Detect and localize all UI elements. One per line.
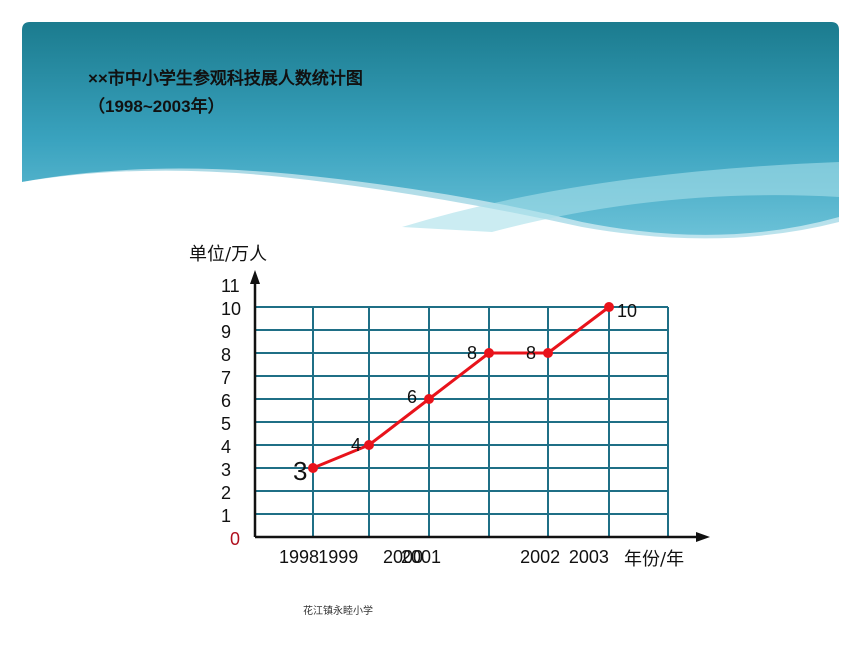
y-tick-label: 7 xyxy=(221,368,231,388)
y-axis-arrow-icon xyxy=(250,270,260,284)
chart-subtitle: （1998~2003年） xyxy=(88,97,225,116)
y-tick-label: 8 xyxy=(221,345,231,365)
y-tick-label: 4 xyxy=(221,437,231,457)
y-tick-label: 3 xyxy=(221,460,231,480)
header-banner xyxy=(22,22,839,242)
data-label: 10 xyxy=(617,301,637,321)
x-tick-label: 2000 xyxy=(383,547,423,567)
data-point xyxy=(308,463,318,473)
y-tick-label: 9 xyxy=(221,322,231,342)
chart-title: ××市中小学生参观科技展人数统计图 xyxy=(88,69,363,88)
x-tick-label: 1998 xyxy=(279,547,319,567)
x-tick-label: 1999 xyxy=(318,547,358,567)
data-point xyxy=(424,394,434,404)
y-tick-label: 1 xyxy=(221,506,231,526)
y-tick-label: 6 xyxy=(221,391,231,411)
data-point xyxy=(484,348,494,358)
y-tick-label: 11 xyxy=(221,276,240,296)
x-tick-label: 2002 xyxy=(520,547,560,567)
y-tick-label: 10 xyxy=(221,299,241,319)
y-tick-label: 0 xyxy=(230,529,240,549)
series-line xyxy=(312,305,610,470)
y-tick-label: 5 xyxy=(221,414,231,434)
x-axis-label: 年份/年 xyxy=(624,549,684,570)
data-point xyxy=(543,348,553,358)
data-label: 4 xyxy=(351,435,361,455)
data-label: 8 xyxy=(526,343,536,363)
x-tick-label: 2001 xyxy=(401,547,441,567)
y-tick-label: 2 xyxy=(221,483,231,503)
data-label: 3 xyxy=(293,456,307,486)
y-axis-label: 单位/万人 xyxy=(189,244,267,265)
x-tick-label: 2003 xyxy=(569,547,609,567)
data-label: 6 xyxy=(407,387,417,407)
data-label: 8 xyxy=(467,343,477,363)
data-point xyxy=(604,302,614,312)
footer-text: 花江镇永睦小学 xyxy=(303,606,373,617)
data-point xyxy=(364,440,374,450)
x-axis-arrow-icon xyxy=(696,532,710,542)
